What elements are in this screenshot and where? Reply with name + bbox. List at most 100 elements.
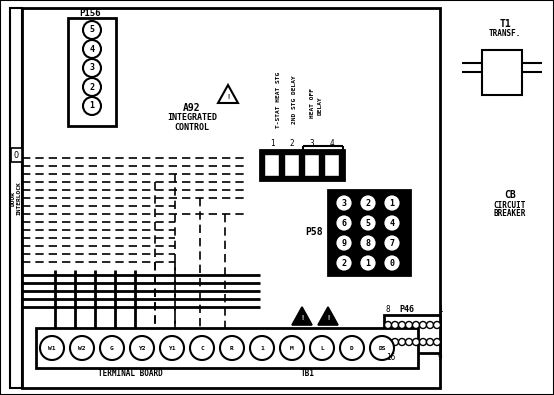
Circle shape bbox=[433, 322, 440, 329]
Circle shape bbox=[427, 339, 433, 346]
Bar bbox=[11, 148, 22, 162]
Circle shape bbox=[280, 336, 304, 360]
Text: 1: 1 bbox=[438, 305, 442, 314]
Text: 2ND STG DELAY: 2ND STG DELAY bbox=[291, 75, 296, 124]
Text: Y1: Y1 bbox=[168, 346, 176, 350]
Text: 9: 9 bbox=[341, 239, 346, 248]
Circle shape bbox=[335, 194, 353, 212]
Text: HEAT OFF: HEAT OFF bbox=[310, 88, 315, 118]
Text: W1: W1 bbox=[48, 346, 56, 350]
Circle shape bbox=[398, 339, 406, 346]
Bar bbox=[324, 154, 339, 176]
Text: G: G bbox=[110, 346, 114, 350]
Bar bbox=[36, 328, 418, 368]
Text: 3: 3 bbox=[341, 199, 346, 207]
Circle shape bbox=[433, 339, 440, 346]
Text: CIRCUIT: CIRCUIT bbox=[494, 201, 526, 209]
Text: TRANSF.: TRANSF. bbox=[489, 28, 521, 38]
Circle shape bbox=[413, 339, 419, 346]
Bar bbox=[260, 150, 344, 180]
Text: 4: 4 bbox=[330, 139, 334, 148]
Text: A92: A92 bbox=[183, 103, 201, 113]
Circle shape bbox=[83, 78, 101, 96]
Bar bbox=[328, 190, 410, 275]
Circle shape bbox=[384, 339, 392, 346]
Text: M: M bbox=[290, 346, 294, 350]
Text: 2: 2 bbox=[341, 258, 346, 267]
Text: 6: 6 bbox=[341, 218, 346, 228]
Text: !: ! bbox=[300, 315, 304, 321]
Text: CONTROL: CONTROL bbox=[175, 122, 209, 132]
Text: 1: 1 bbox=[270, 139, 274, 148]
Circle shape bbox=[398, 322, 406, 329]
Circle shape bbox=[83, 21, 101, 39]
Text: 4: 4 bbox=[389, 218, 394, 228]
Circle shape bbox=[392, 339, 398, 346]
Text: T1: T1 bbox=[499, 19, 511, 29]
Circle shape bbox=[419, 322, 427, 329]
Polygon shape bbox=[292, 307, 312, 325]
Bar bbox=[384, 315, 440, 353]
Text: 0: 0 bbox=[389, 258, 394, 267]
Text: !: ! bbox=[226, 94, 230, 100]
Circle shape bbox=[359, 214, 377, 232]
Text: 7: 7 bbox=[389, 239, 394, 248]
Circle shape bbox=[427, 322, 433, 329]
Circle shape bbox=[70, 336, 94, 360]
Text: 1: 1 bbox=[260, 346, 264, 350]
Text: 5: 5 bbox=[366, 218, 371, 228]
Bar bbox=[284, 154, 299, 176]
Text: P156: P156 bbox=[79, 9, 101, 19]
Circle shape bbox=[383, 234, 401, 252]
Bar bbox=[264, 154, 279, 176]
Bar bbox=[482, 50, 522, 95]
Text: TB1: TB1 bbox=[301, 369, 315, 378]
Bar bbox=[10, 8, 22, 388]
Text: TERMINAL BOARD: TERMINAL BOARD bbox=[98, 369, 162, 378]
Text: O: O bbox=[13, 150, 18, 160]
Text: D: D bbox=[350, 346, 354, 350]
Circle shape bbox=[384, 322, 392, 329]
Text: !: ! bbox=[326, 315, 330, 321]
Circle shape bbox=[392, 322, 398, 329]
Text: 8: 8 bbox=[366, 239, 371, 248]
Text: DOOR
INTERLOCK: DOOR INTERLOCK bbox=[11, 181, 22, 215]
Bar bbox=[22, 8, 440, 388]
Circle shape bbox=[335, 254, 353, 272]
Circle shape bbox=[130, 336, 154, 360]
Text: BREAKER: BREAKER bbox=[494, 209, 526, 218]
Text: 4: 4 bbox=[90, 45, 95, 53]
Circle shape bbox=[383, 254, 401, 272]
Circle shape bbox=[383, 214, 401, 232]
Text: 2: 2 bbox=[366, 199, 371, 207]
Circle shape bbox=[335, 214, 353, 232]
Text: W2: W2 bbox=[78, 346, 86, 350]
Text: Y2: Y2 bbox=[138, 346, 146, 350]
Circle shape bbox=[160, 336, 184, 360]
Circle shape bbox=[220, 336, 244, 360]
Text: 1: 1 bbox=[389, 199, 394, 207]
Text: R: R bbox=[230, 346, 234, 350]
Circle shape bbox=[310, 336, 334, 360]
Circle shape bbox=[83, 40, 101, 58]
Bar bbox=[304, 154, 319, 176]
Circle shape bbox=[359, 234, 377, 252]
Text: 9: 9 bbox=[438, 352, 442, 361]
Text: CB: CB bbox=[504, 190, 516, 200]
Polygon shape bbox=[318, 307, 338, 325]
Text: DELAY: DELAY bbox=[317, 97, 322, 115]
Text: 5: 5 bbox=[90, 26, 95, 34]
Text: 3: 3 bbox=[310, 139, 314, 148]
Circle shape bbox=[406, 339, 413, 346]
Circle shape bbox=[383, 194, 401, 212]
Text: T-STAT HEAT STG: T-STAT HEAT STG bbox=[275, 72, 280, 128]
Text: C: C bbox=[200, 346, 204, 350]
Circle shape bbox=[359, 194, 377, 212]
Text: INTEGRATED: INTEGRATED bbox=[167, 113, 217, 122]
Circle shape bbox=[413, 322, 419, 329]
Circle shape bbox=[406, 322, 413, 329]
Text: 3: 3 bbox=[90, 64, 95, 73]
Text: 16: 16 bbox=[386, 352, 395, 361]
Circle shape bbox=[250, 336, 274, 360]
Circle shape bbox=[83, 97, 101, 115]
